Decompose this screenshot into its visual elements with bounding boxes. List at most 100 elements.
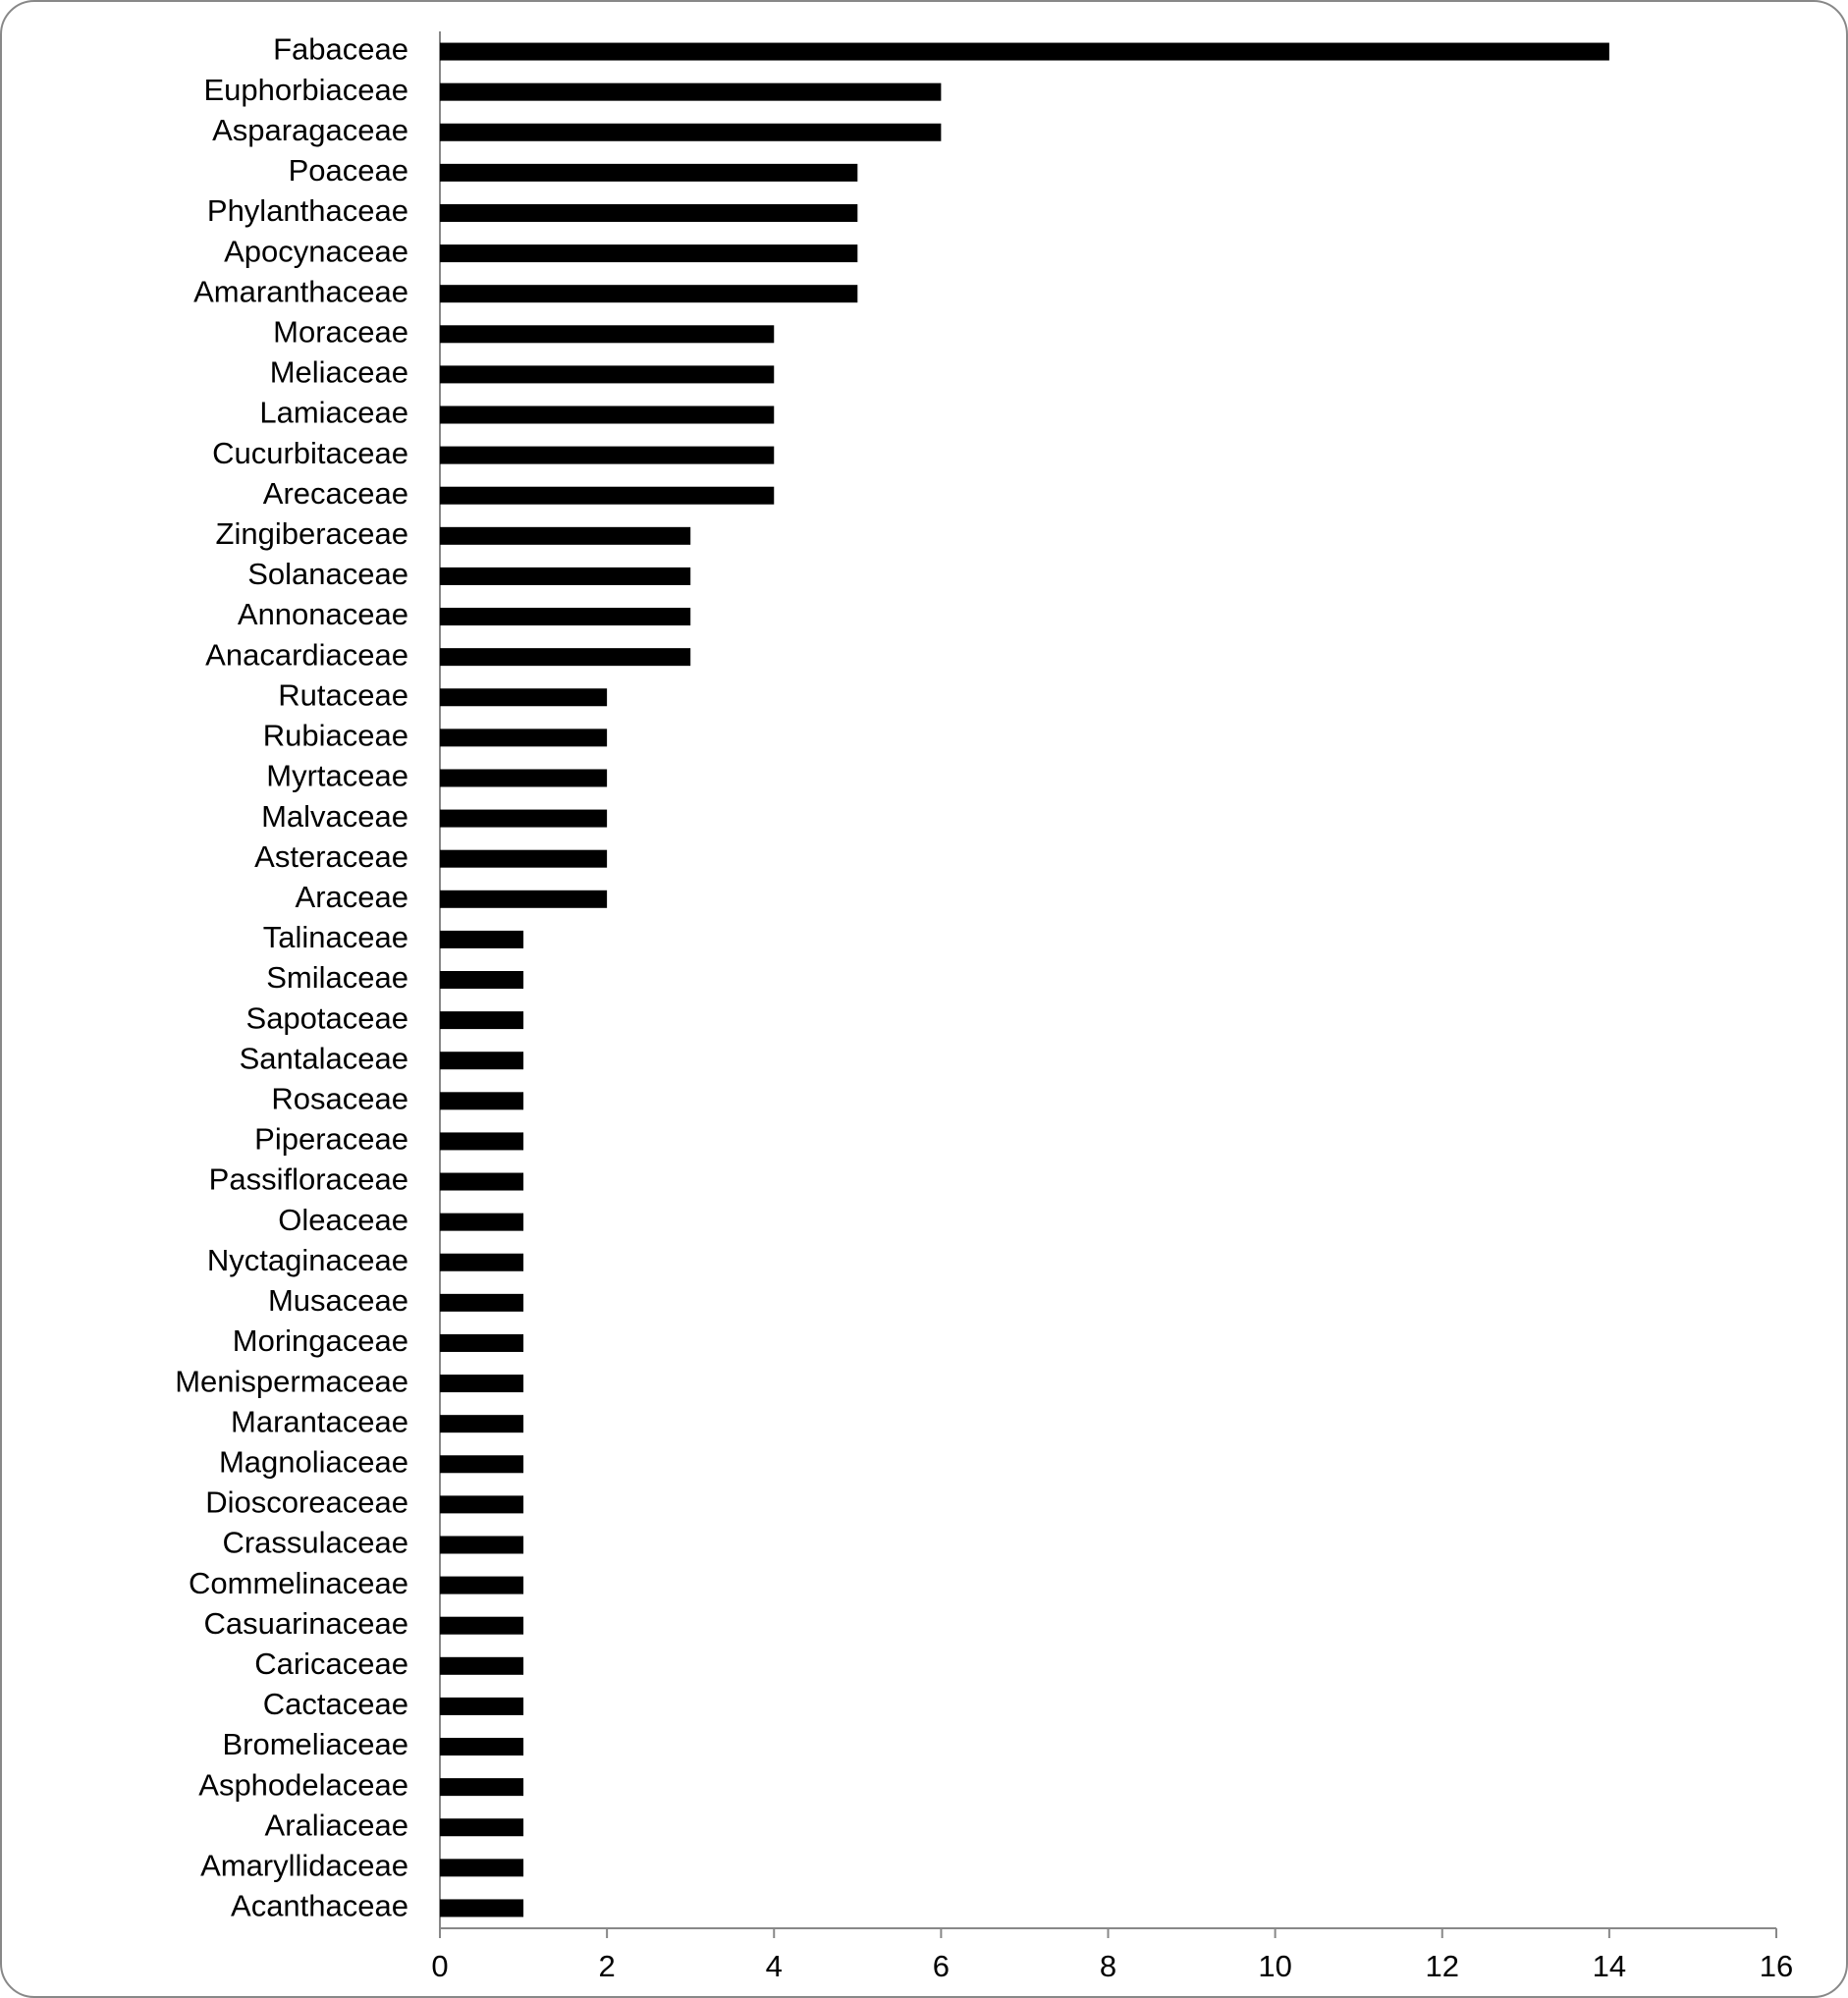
x-tick-label: 16 — [1760, 1949, 1793, 1983]
y-tick-label: Anacardiaceae — [205, 637, 408, 672]
y-tick-label: Asphodelaceae — [198, 1767, 408, 1802]
bar — [440, 729, 608, 747]
y-tick-label: Amaranthaceae — [193, 274, 408, 308]
y-tick-label: Magnoliaceae — [219, 1444, 408, 1479]
y-tick-label: Araliaceae — [265, 1808, 408, 1842]
y-tick-label: Cucurbitaceae — [212, 436, 408, 470]
x-tick-label: 12 — [1426, 1949, 1459, 1983]
bar — [440, 1375, 524, 1393]
bar — [440, 82, 942, 101]
bar — [440, 1576, 524, 1594]
bar — [440, 809, 608, 828]
y-tick-label: Musaceae — [268, 1283, 408, 1318]
y-tick-label: Moringaceae — [233, 1323, 408, 1358]
bar — [440, 1818, 524, 1837]
y-tick-label: Bromeliaceae — [222, 1727, 408, 1761]
bar — [440, 1333, 524, 1352]
bar — [440, 1293, 524, 1312]
bar — [440, 648, 691, 667]
bar — [440, 1455, 524, 1474]
bar — [440, 123, 942, 141]
y-tick-label: Santalaceae — [240, 1041, 408, 1075]
y-tick-label: Malvaceae — [261, 799, 408, 834]
bar — [440, 1253, 524, 1271]
bar — [440, 1859, 524, 1877]
y-tick-label: Rutaceae — [278, 677, 408, 712]
bar — [440, 203, 858, 222]
y-tick-label: Meliaceae — [270, 355, 408, 390]
bar — [440, 1616, 524, 1635]
y-tick-label: Myrtaceae — [266, 759, 408, 793]
y-tick-label: Crassulaceae — [222, 1526, 408, 1560]
y-tick-label: Acanthaceae — [231, 1889, 408, 1923]
bar — [440, 244, 858, 263]
y-tick-label: Marantaceae — [231, 1404, 408, 1438]
y-tick-label: Solanaceae — [247, 557, 408, 591]
bar — [440, 285, 858, 303]
y-tick-label: Rosaceae — [271, 1082, 408, 1116]
bar — [440, 1213, 524, 1231]
y-tick-label: Rubiaceae — [263, 719, 408, 753]
bar — [440, 608, 691, 626]
bar — [440, 930, 524, 948]
x-tick-label: 14 — [1593, 1949, 1626, 1983]
y-tick-label: Phylanthaceae — [207, 193, 408, 228]
y-tick-label: Casuarinaceae — [203, 1606, 408, 1641]
y-tick-label: Annonaceae — [238, 597, 408, 631]
bar — [440, 446, 775, 464]
y-tick-label: Lamiaceae — [259, 396, 408, 430]
y-tick-label: Sapotaceae — [246, 1000, 408, 1035]
bar — [440, 1536, 524, 1554]
y-tick-label: Euphorbiaceae — [203, 73, 408, 107]
x-tick-label: 0 — [431, 1949, 448, 1983]
bar — [440, 1092, 524, 1110]
y-tick-label: Fabaceae — [273, 32, 408, 67]
bar — [440, 163, 858, 182]
y-tick-label: Arecaceae — [263, 476, 408, 511]
bar — [440, 1415, 524, 1433]
y-tick-label: Asteraceae — [254, 839, 408, 874]
y-tick-label: Asparagaceae — [212, 113, 408, 147]
y-tick-label: Zingiberaceae — [216, 516, 408, 551]
y-tick-label: Moraceae — [273, 314, 408, 349]
bar — [440, 849, 608, 868]
y-tick-label: Menispermaceae — [175, 1364, 408, 1398]
y-tick-label: Poaceae — [289, 153, 408, 188]
y-tick-label: Caricaceae — [254, 1647, 408, 1681]
x-tick-label: 2 — [599, 1949, 616, 1983]
bar — [440, 1656, 524, 1675]
bar — [440, 1052, 524, 1070]
x-tick-label: 4 — [766, 1949, 783, 1983]
x-tick-label: 8 — [1100, 1949, 1116, 1983]
y-tick-label: Apocynaceae — [224, 234, 408, 268]
bar — [440, 567, 691, 585]
bar — [440, 365, 775, 384]
bar — [440, 1899, 524, 1917]
bar — [440, 1132, 524, 1151]
y-tick-label: Dioscoreaceae — [205, 1485, 408, 1520]
bar — [440, 1738, 524, 1756]
bar — [440, 890, 608, 908]
y-tick-label: Commelinaceae — [189, 1566, 408, 1600]
y-tick-label: Piperaceae — [254, 1122, 408, 1157]
y-tick-label: Talinaceae — [263, 920, 408, 954]
y-tick-label: Passifloraceae — [209, 1162, 408, 1197]
bar — [440, 1495, 524, 1514]
x-tick-label: 10 — [1258, 1949, 1291, 1983]
y-tick-label: Nyctaginaceae — [207, 1243, 408, 1277]
bar — [440, 1778, 524, 1797]
bar — [440, 1011, 524, 1030]
bar — [440, 769, 608, 787]
bar — [440, 1697, 524, 1715]
bar — [440, 1172, 524, 1191]
bar — [440, 688, 608, 707]
y-tick-label: Cactaceae — [263, 1687, 408, 1721]
x-tick-label: 6 — [933, 1949, 950, 1983]
y-tick-label: Oleaceae — [278, 1203, 408, 1237]
bar — [440, 42, 1609, 61]
bar — [440, 486, 775, 505]
y-tick-label: Smilaceae — [266, 960, 408, 995]
bar — [440, 526, 691, 545]
